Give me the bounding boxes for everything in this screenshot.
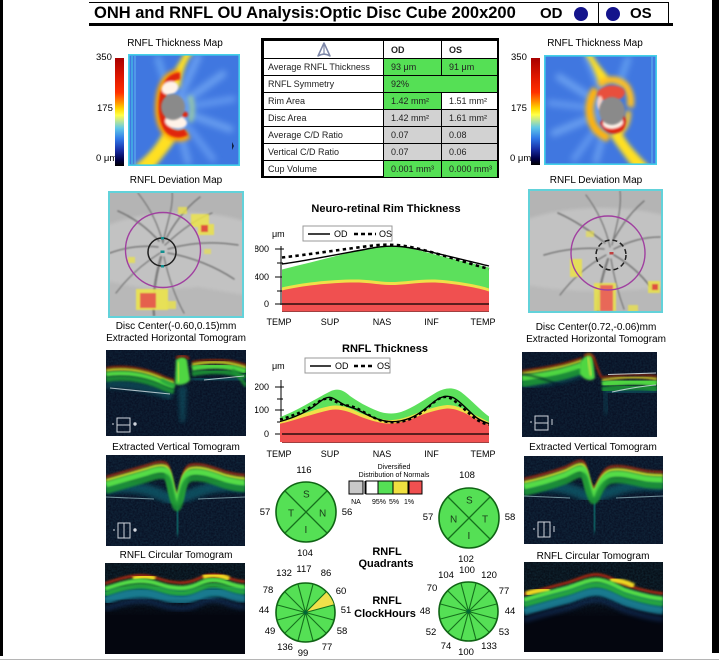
svg-text:SUP: SUP [321, 449, 340, 459]
svg-text:N: N [450, 515, 457, 526]
svg-text:OD: OD [334, 229, 348, 239]
svg-text:0: 0 [264, 299, 269, 309]
svg-text:OS: OS [377, 361, 390, 371]
svg-text:400: 400 [255, 272, 269, 282]
svg-text:95%: 95% [372, 499, 386, 506]
svg-text:I: I [305, 525, 308, 536]
svg-text:TEMP: TEMP [470, 317, 495, 327]
svg-text:INF: INF [424, 317, 439, 327]
svg-text:NAS: NAS [373, 317, 392, 327]
svg-text:NA: NA [351, 499, 361, 506]
svg-text:μm: μm [272, 361, 285, 371]
svg-text:S: S [466, 496, 473, 507]
svg-text:200: 200 [255, 382, 269, 392]
svg-text:0: 0 [264, 429, 269, 439]
svg-text:T: T [288, 509, 294, 520]
svg-text:OS: OS [379, 229, 392, 239]
svg-text:5%: 5% [389, 499, 399, 506]
svg-text:N: N [319, 509, 326, 520]
svg-text:100: 100 [255, 405, 269, 415]
svg-text:I: I [468, 531, 471, 542]
svg-text:1%: 1% [404, 499, 414, 506]
svg-text:μm: μm [272, 229, 285, 239]
svg-text:TEMP: TEMP [266, 317, 291, 327]
svg-text:NAS: NAS [373, 449, 392, 459]
svg-text:S: S [303, 490, 310, 501]
svg-text:TEMP: TEMP [470, 449, 495, 459]
svg-text:800: 800 [255, 244, 269, 254]
svg-text:SUP: SUP [321, 317, 340, 327]
svg-text:OD: OD [335, 361, 349, 371]
svg-text:INF: INF [424, 449, 439, 459]
svg-text:T: T [482, 515, 488, 526]
svg-text:TEMP: TEMP [266, 449, 291, 459]
